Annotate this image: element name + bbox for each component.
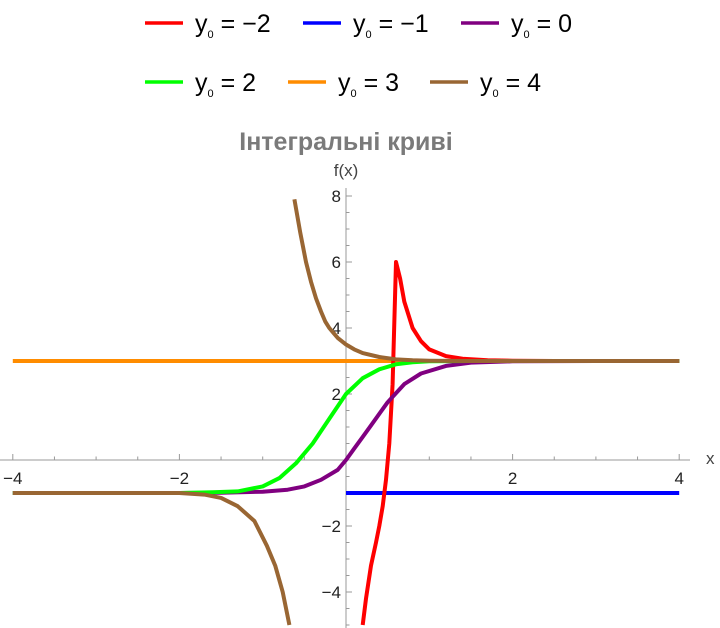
legend-label: y0 = −2 bbox=[195, 10, 271, 41]
y-tick-label: −2 bbox=[322, 517, 341, 536]
series-line-y0-0 bbox=[12, 359, 680, 495]
axes: −4 −2 2 4 −4 −2 2 4 6 8 bbox=[0, 187, 690, 628]
x-tick-label: −4 bbox=[3, 469, 22, 488]
y-tick-label: −4 bbox=[322, 583, 341, 602]
curves bbox=[12, 198, 680, 626]
legend-label: y0 = −1 bbox=[353, 10, 429, 41]
legend-label: y0 = 0 bbox=[511, 10, 572, 41]
y-tick-label: 2 bbox=[332, 385, 341, 404]
series-line-y0-4 bbox=[12, 491, 292, 626]
series-line-y0-4 bbox=[292, 198, 680, 363]
series-line-y0-minus2 bbox=[360, 260, 680, 626]
y-axis-label: f(x) bbox=[334, 161, 359, 180]
x-axis-label: x bbox=[706, 449, 715, 468]
chart-title: Інтегральні криві bbox=[239, 128, 453, 156]
legend-label: y0 = 3 bbox=[338, 69, 399, 100]
legend: y0 = −2 y0 = −1 y0 = 0 y0 = 2 y0 = 3 y0 = 4 bbox=[145, 10, 572, 100]
y-tick-label: 6 bbox=[332, 253, 341, 272]
y-tick-label: 4 bbox=[332, 319, 341, 338]
y-tick-label: 8 bbox=[332, 187, 341, 206]
x-tick-label: 2 bbox=[508, 469, 517, 488]
x-tick-label: 4 bbox=[674, 469, 683, 488]
x-tick-label: −2 bbox=[170, 469, 189, 488]
legend-label: y0 = 2 bbox=[195, 69, 256, 100]
legend-label: y0 = 4 bbox=[480, 69, 541, 100]
